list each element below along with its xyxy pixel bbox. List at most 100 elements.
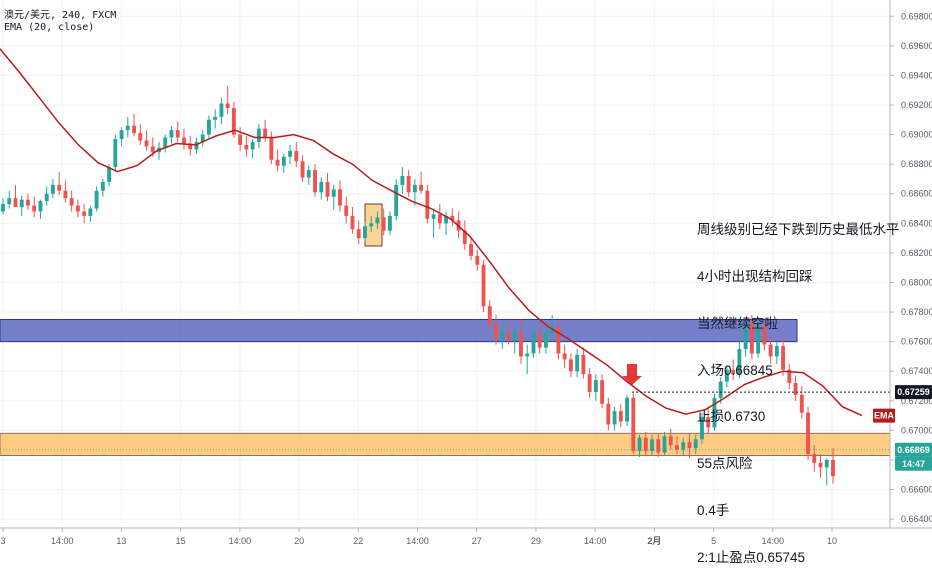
candle xyxy=(182,137,186,144)
candle xyxy=(643,437,648,452)
x-tick-label: 22 xyxy=(353,536,363,546)
x-tick-label: 29 xyxy=(531,536,541,546)
candle xyxy=(107,167,112,182)
x-tick-label: 2月 xyxy=(647,536,661,546)
x-tick-label: 27 xyxy=(472,536,482,546)
candle xyxy=(400,176,405,185)
candle xyxy=(381,217,386,231)
candle xyxy=(63,190,68,199)
candle xyxy=(219,103,224,117)
y-tick-label: 0.68600 xyxy=(901,189,932,199)
price-chart[interactable]: 0.69800 0.69600 0.69400 0.69200 0.69000 0.688… xyxy=(0,0,932,550)
candle xyxy=(749,323,754,354)
x-tick-label: 14:00 xyxy=(762,536,785,546)
candle xyxy=(475,255,480,265)
y-tick-label: 0.66400 xyxy=(901,514,932,524)
candle xyxy=(231,107,236,135)
candle xyxy=(394,184,399,216)
candle xyxy=(531,334,536,354)
candle xyxy=(500,332,505,339)
candle xyxy=(369,223,374,227)
candle xyxy=(38,201,43,212)
y-tick-label: 0.67200 xyxy=(901,396,932,406)
y-tick-label: 0.69400 xyxy=(901,70,932,80)
annotation-line: 当然继续空啦 xyxy=(697,315,778,331)
candle xyxy=(175,130,180,138)
x-tick-label: 15 xyxy=(176,536,186,546)
candle xyxy=(57,184,62,191)
candle xyxy=(163,137,168,148)
candle xyxy=(700,417,704,440)
candle xyxy=(132,125,136,134)
candle xyxy=(762,326,767,345)
candle xyxy=(94,190,99,209)
candle xyxy=(587,374,592,392)
y-tick-label: 0.67600 xyxy=(901,337,932,347)
candle xyxy=(712,397,717,428)
candle xyxy=(756,326,761,354)
candle xyxy=(82,211,87,216)
candle xyxy=(612,411,617,425)
x-tick-label: 14:00 xyxy=(229,536,252,546)
candle xyxy=(50,184,55,194)
x-tick-label: 5 xyxy=(711,536,716,546)
y-tick-label: 0.66600 xyxy=(901,485,932,495)
x-tick-label: 14:00 xyxy=(584,536,607,546)
y-tick-label: 0.68000 xyxy=(901,277,932,287)
candle xyxy=(562,353,567,360)
candle xyxy=(799,394,804,413)
candle xyxy=(169,130,174,138)
candle xyxy=(656,439,661,453)
candle xyxy=(494,323,498,339)
candle xyxy=(200,134,205,142)
y-tick-label: 0.69800 xyxy=(901,11,932,21)
candle xyxy=(125,125,130,131)
candle xyxy=(724,369,729,382)
indicator-legend[interactable]: EMA (20, close) xyxy=(4,22,95,33)
y-tick-label: 0.68400 xyxy=(901,218,932,228)
candle xyxy=(787,369,792,384)
candle xyxy=(637,437,642,452)
candle xyxy=(593,380,598,392)
candle xyxy=(768,344,773,357)
countdown-badge-bg xyxy=(895,456,932,471)
candles xyxy=(1,85,835,486)
candle xyxy=(450,215,455,221)
candle xyxy=(406,176,411,193)
down-arrow-icon xyxy=(622,364,642,385)
annotation-line: 4小时出现结构回踩 xyxy=(697,268,813,284)
candle xyxy=(831,459,835,477)
candle xyxy=(737,349,742,375)
candle xyxy=(150,146,155,153)
candle xyxy=(675,445,679,450)
countdown-badge: 14:47 xyxy=(902,459,925,469)
y-tick-label: 0.67400 xyxy=(901,366,932,376)
candle xyxy=(662,436,667,453)
candle xyxy=(568,359,573,372)
candle xyxy=(693,439,698,449)
x-tick-label: 10 xyxy=(827,536,837,546)
candle xyxy=(525,353,530,357)
candle xyxy=(331,189,336,197)
candle xyxy=(781,346,786,370)
candle xyxy=(687,442,692,449)
ema-line xyxy=(0,48,863,417)
candle xyxy=(288,150,293,157)
candle xyxy=(188,143,193,150)
x-axis[interactable]: 3 14:00 13 15 14:00 20 22 14:00 27 29 14:00 2月 5 14:0… xyxy=(0,528,837,546)
candle xyxy=(207,119,211,135)
candle xyxy=(269,137,274,160)
candle xyxy=(618,411,623,422)
candle xyxy=(194,141,199,150)
candle xyxy=(731,369,736,375)
candle xyxy=(256,128,261,142)
candle xyxy=(631,397,636,452)
candle xyxy=(818,462,823,468)
candle xyxy=(356,229,361,239)
level-badge-bg xyxy=(895,385,932,400)
ema-path xyxy=(0,48,863,417)
candle xyxy=(537,334,542,348)
candle xyxy=(26,199,30,206)
candle xyxy=(7,198,12,205)
candle xyxy=(575,354,580,372)
